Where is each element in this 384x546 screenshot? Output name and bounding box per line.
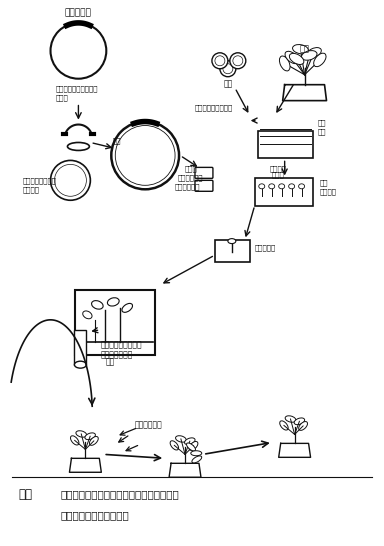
- Ellipse shape: [122, 304, 132, 312]
- Text: 遺伝子の存在状況や: 遺伝子の存在状況や: [100, 340, 142, 349]
- Bar: [75, 290, 155, 355]
- Text: 葉組（遺伝子導入）: 葉組（遺伝子導入）: [195, 104, 233, 111]
- Ellipse shape: [289, 184, 295, 189]
- Ellipse shape: [280, 421, 288, 430]
- Circle shape: [233, 56, 243, 66]
- Ellipse shape: [279, 184, 285, 189]
- Circle shape: [111, 122, 179, 189]
- Circle shape: [212, 53, 228, 69]
- Ellipse shape: [89, 436, 98, 446]
- Ellipse shape: [83, 311, 92, 319]
- Bar: [255, 179, 313, 206]
- Text: 植物遺伝子導入用: 植物遺伝子導入用: [23, 177, 56, 183]
- Text: 根培養: 根培養: [271, 171, 284, 177]
- Ellipse shape: [85, 433, 95, 440]
- Ellipse shape: [108, 298, 119, 306]
- Circle shape: [51, 23, 106, 79]
- Text: 培養: 培養: [318, 128, 326, 135]
- Ellipse shape: [185, 438, 195, 444]
- Text: 葉片培養: 葉片培養: [269, 165, 286, 171]
- Ellipse shape: [187, 443, 195, 451]
- Polygon shape: [279, 443, 311, 458]
- Ellipse shape: [228, 239, 236, 244]
- Text: プラスミド: プラスミド: [65, 8, 92, 17]
- Ellipse shape: [301, 51, 317, 60]
- Text: 分化培地: 分化培地: [319, 188, 336, 194]
- Ellipse shape: [259, 184, 265, 189]
- Ellipse shape: [306, 48, 321, 58]
- Text: を作製する手順の模式図: を作製する手順の模式図: [60, 510, 129, 520]
- Ellipse shape: [68, 143, 89, 151]
- Circle shape: [230, 53, 246, 69]
- Text: その機能の解析: その機能の解析: [100, 350, 133, 359]
- Text: 選択: 選択: [319, 179, 328, 186]
- Text: 苗植: 苗植: [106, 357, 115, 366]
- Polygon shape: [283, 85, 326, 100]
- Polygon shape: [169, 464, 201, 477]
- Text: 種子: 種子: [223, 79, 232, 88]
- Text: 大気汚染ガス: 大気汚染ガス: [134, 420, 162, 429]
- Ellipse shape: [91, 301, 103, 309]
- Ellipse shape: [175, 436, 186, 442]
- Circle shape: [51, 161, 90, 200]
- Ellipse shape: [299, 422, 308, 430]
- Circle shape: [220, 61, 236, 76]
- Text: ベクター: ベクター: [23, 186, 40, 193]
- Ellipse shape: [293, 45, 308, 54]
- Ellipse shape: [314, 53, 326, 67]
- Text: 葉片: 葉片: [318, 119, 326, 126]
- Ellipse shape: [189, 442, 198, 450]
- Bar: [258, 130, 313, 158]
- Text: バクテリウム: バクテリウム: [178, 174, 204, 181]
- Ellipse shape: [170, 441, 179, 450]
- Ellipse shape: [76, 431, 87, 437]
- Text: 遺伝子: 遺伝子: [56, 94, 68, 101]
- Circle shape: [223, 64, 233, 74]
- Circle shape: [215, 56, 225, 66]
- Ellipse shape: [191, 451, 202, 456]
- FancyBboxPatch shape: [195, 168, 213, 179]
- Ellipse shape: [285, 51, 298, 64]
- Ellipse shape: [192, 456, 202, 463]
- Text: 混合: 混合: [112, 137, 121, 144]
- Text: 図２: 図２: [19, 488, 33, 501]
- Text: 組換えＤＮＡ技術により大気汚染指標植物: 組換えＤＮＡ技術により大気汚染指標植物: [60, 489, 179, 499]
- Bar: [215, 240, 250, 262]
- Text: アグロ: アグロ: [185, 165, 198, 171]
- Ellipse shape: [71, 436, 79, 445]
- Text: 大気汚染耐性に関する: 大気汚染耐性に関する: [56, 85, 98, 92]
- Ellipse shape: [74, 361, 86, 368]
- Circle shape: [115, 126, 175, 185]
- Ellipse shape: [285, 416, 296, 422]
- Text: 植物: 植物: [300, 44, 310, 54]
- FancyBboxPatch shape: [195, 180, 213, 191]
- Text: 根分化培地: 根分化培地: [255, 245, 276, 251]
- Circle shape: [55, 164, 86, 196]
- Text: （土壌細菌）: （土壌細菌）: [175, 183, 200, 189]
- Ellipse shape: [269, 184, 275, 189]
- Ellipse shape: [299, 184, 305, 189]
- Ellipse shape: [294, 418, 305, 425]
- Ellipse shape: [290, 54, 304, 64]
- Polygon shape: [70, 458, 101, 472]
- Bar: [74, 330, 86, 365]
- Ellipse shape: [280, 56, 290, 71]
